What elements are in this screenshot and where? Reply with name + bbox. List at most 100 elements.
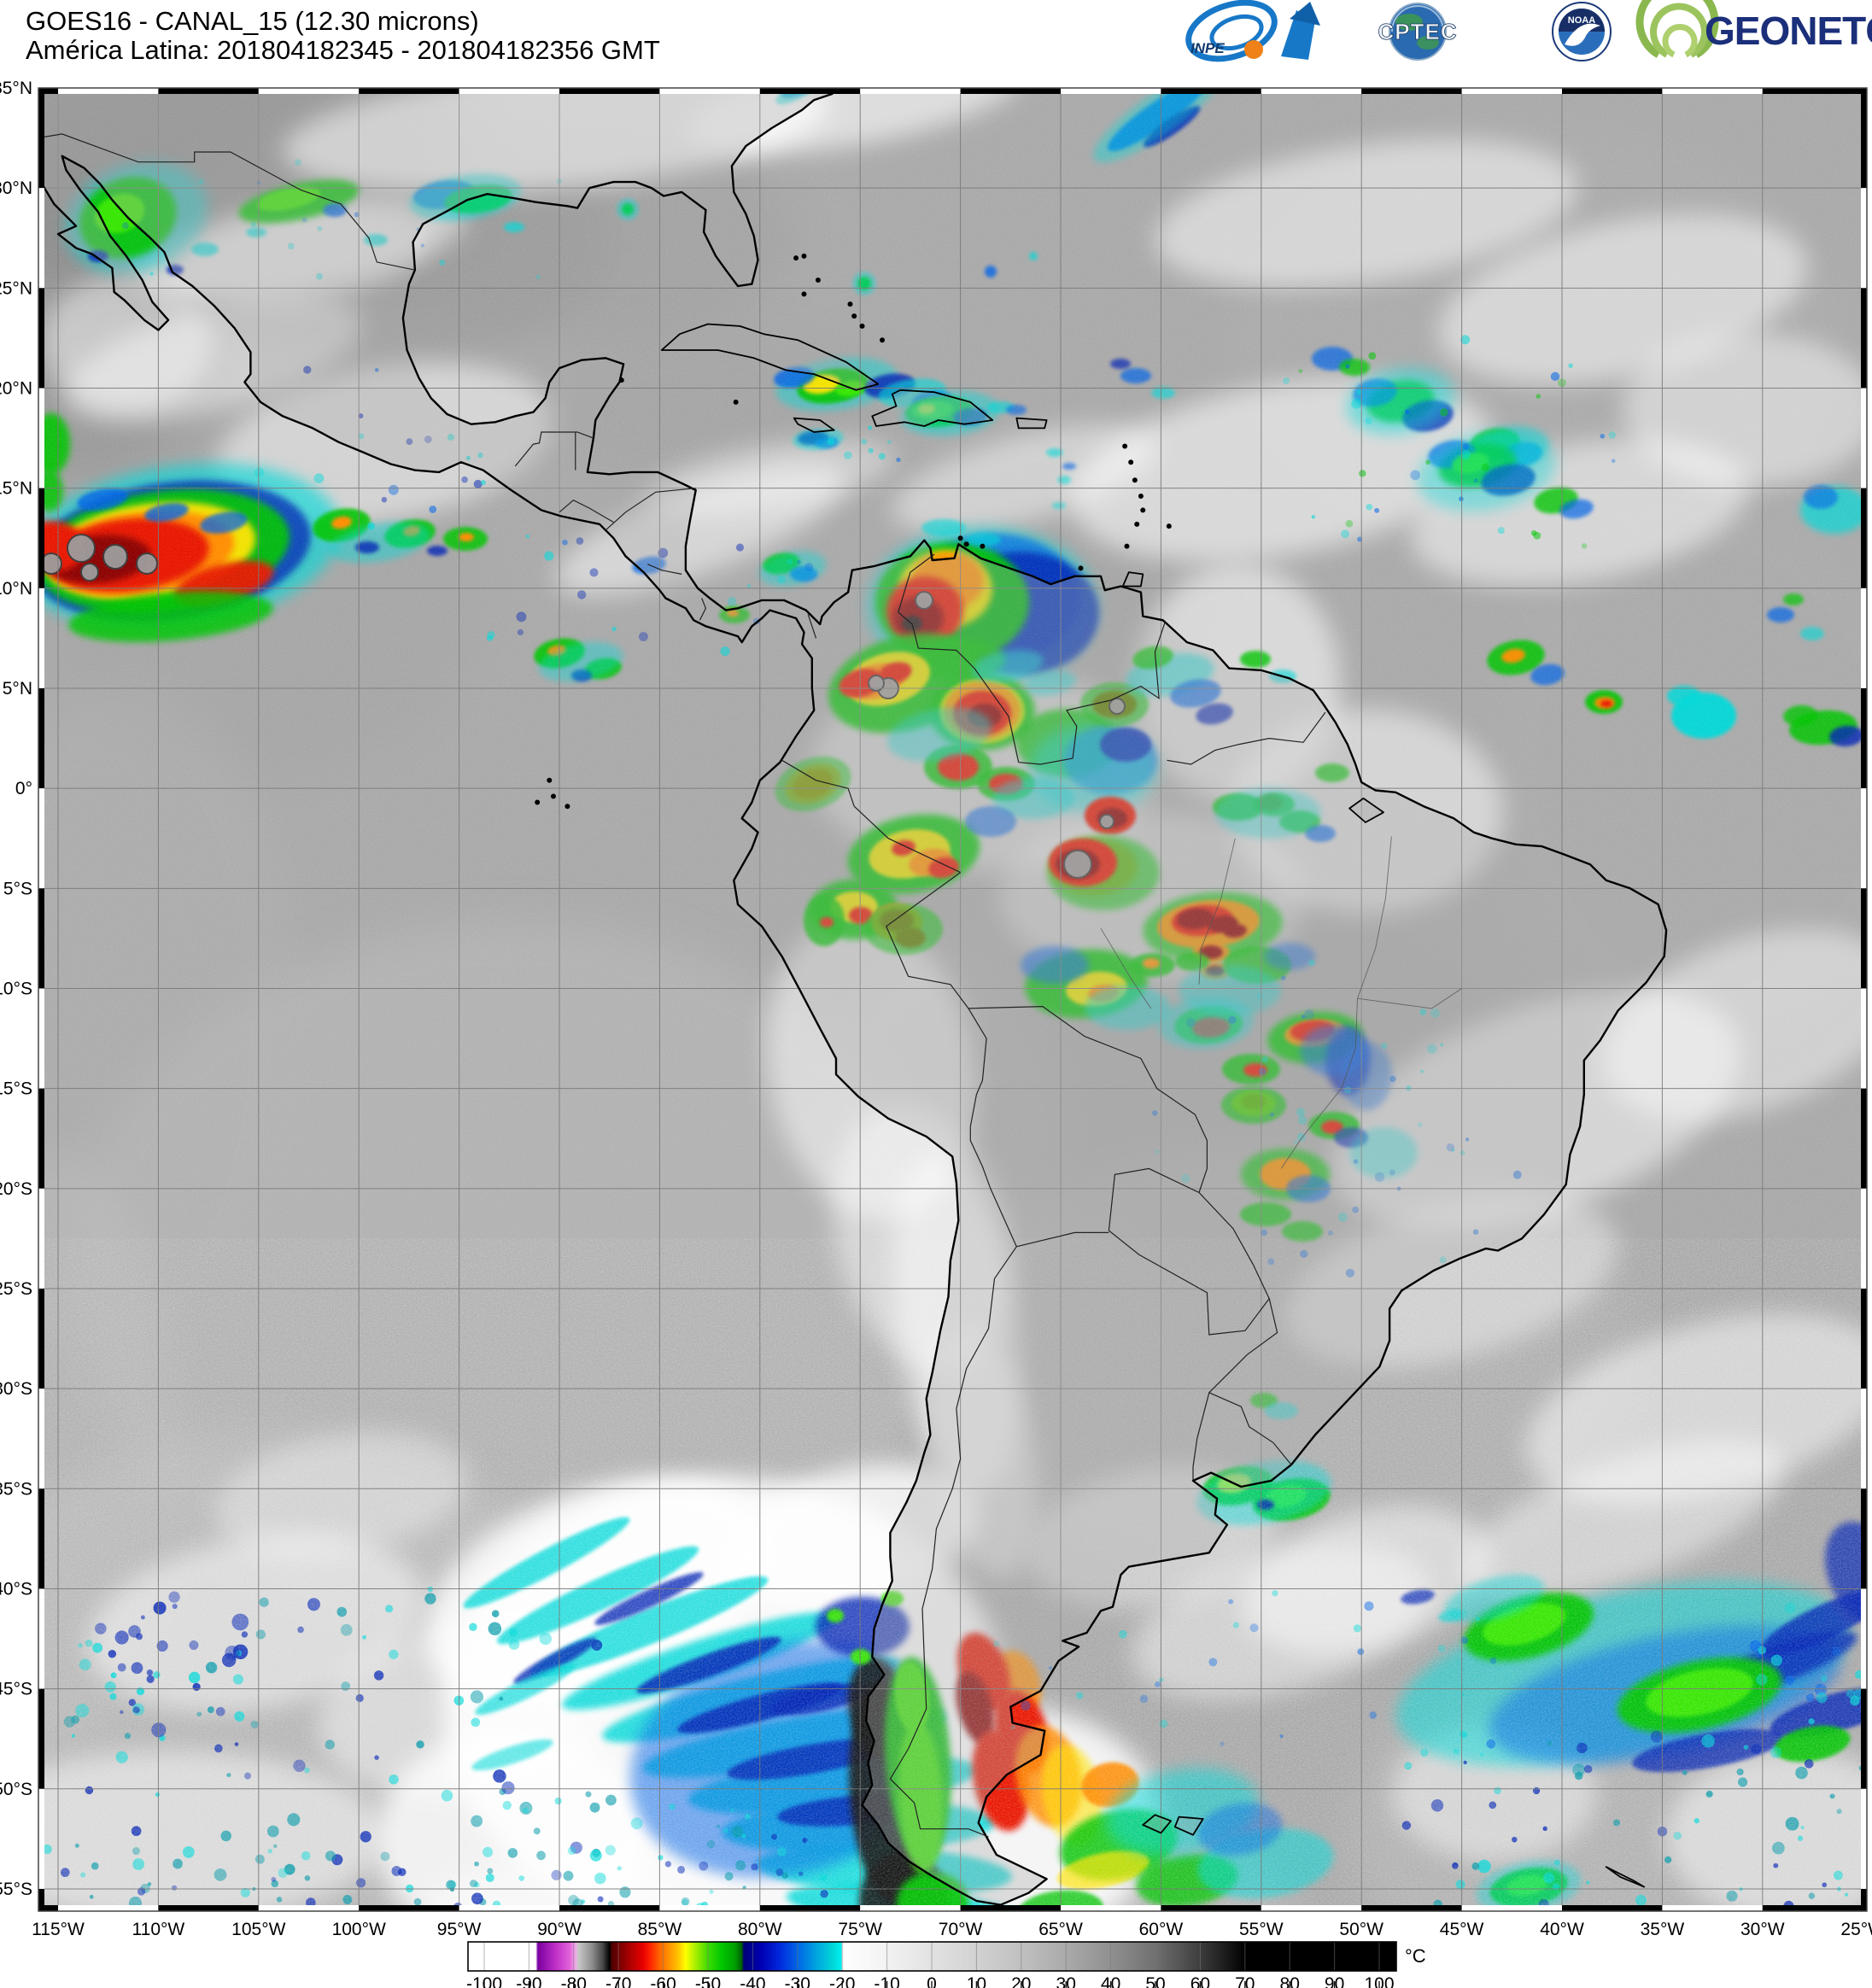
colorbar-unit-label: °C (1405, 1945, 1426, 1967)
country-border (38, 133, 416, 271)
country-border (853, 805, 961, 874)
page-title: GOES16 - CANAL_15 (12.30 microns) (26, 6, 479, 36)
small-island (1078, 565, 1084, 571)
small-island (851, 313, 857, 319)
lat-tick-label: 45°S (0, 1680, 32, 1699)
small-island (801, 253, 807, 259)
country-border (1018, 622, 1166, 765)
state-border (1354, 836, 1392, 1049)
lon-tick-label: 70°W (939, 1920, 983, 1939)
lat-tick-label: 0° (15, 779, 32, 798)
inpe-logo-text: INPE (1190, 40, 1225, 56)
small-island (859, 323, 865, 329)
country-border (781, 759, 855, 807)
lat-tick-label: 25°N (0, 278, 32, 298)
country-border (605, 488, 696, 531)
lon-tick-label: 30°W (1740, 1920, 1785, 1939)
logo-strip: INPE CPTEC NOAA GEONETCast (1185, 0, 1872, 62)
lon-tick-label: 50°W (1339, 1920, 1384, 1939)
lon-tick-label: 115°W (32, 1920, 85, 1939)
small-island (1132, 477, 1138, 483)
axis-labels: 35°N 30°N 25°N 20°N 15°N 10°N 5°N 0° 5°S 10°S 15°S… (0, 79, 1872, 1939)
state-border (1357, 988, 1462, 1009)
small-island (1140, 507, 1146, 513)
lon-tick-label: 40°W (1540, 1920, 1584, 1939)
island-coastline (1142, 1814, 1172, 1834)
lat-tick-label: 40°S (0, 1579, 32, 1599)
country-border (647, 564, 682, 575)
lon-tick-label: 55°W (1239, 1920, 1284, 1939)
lon-tick-label: 90°W (537, 1920, 582, 1939)
small-island (535, 799, 541, 805)
country-border (969, 1126, 1017, 1248)
lat-tick-label: 55°S (0, 1880, 32, 1899)
colorbar: -100 -90 -80 -70 -60 -50 -40 -30 -20 -10 0 10 20 30 40… (466, 1941, 1426, 1988)
lon-tick-label: 60°W (1139, 1920, 1184, 1939)
island-coastline (1121, 571, 1144, 588)
cptec-logo: CPTEC (1378, 3, 1457, 61)
lat-tick-label: 30°N (0, 178, 32, 198)
small-island (565, 804, 570, 810)
lat-tick-label: 10°N (0, 579, 32, 599)
island-coastline (1173, 1816, 1204, 1836)
island-coastline (1348, 798, 1384, 823)
small-island (963, 541, 969, 547)
small-island (1166, 523, 1172, 529)
state-border (1100, 927, 1152, 1009)
lon-tick-label: 80°W (738, 1920, 782, 1939)
lon-tick-label: 85°W (638, 1920, 682, 1939)
small-island (547, 777, 553, 783)
island-coastline (1605, 1866, 1646, 1888)
small-island (793, 255, 799, 261)
country-border (1167, 711, 1326, 765)
lon-tick-label: 110°W (132, 1920, 185, 1939)
country-border (968, 1008, 987, 1127)
island-coastline (793, 417, 835, 433)
island-coastline (1015, 417, 1048, 430)
small-island (815, 277, 821, 283)
lon-tick-label: 100°W (332, 1920, 386, 1939)
small-island (550, 793, 556, 799)
country-border (885, 872, 969, 1009)
lon-tick-label: 25°W (1840, 1920, 1872, 1939)
page-subtitle: América Latina: 201804182345 - 201804182… (26, 35, 660, 65)
noaa-logo: NOAA (1552, 2, 1612, 61)
geonetcast-logo: GEONETCast (1635, 0, 1872, 58)
small-island (618, 377, 624, 383)
country-border (1198, 1192, 1270, 1299)
country-border (889, 1246, 1017, 1838)
lon-tick-label: 35°W (1641, 1920, 1685, 1939)
country-border (1016, 1231, 1109, 1248)
map-canvas (38, 88, 1867, 1911)
lat-tick-label: 5°S (3, 879, 32, 898)
lat-tick-label: 35°N (0, 79, 32, 98)
lat-tick-label: 20°N (0, 378, 32, 398)
header: GOES16 - CANAL_15 (12.30 microns) Améric… (26, 7, 660, 65)
lon-tick-label: 65°W (1038, 1920, 1083, 1939)
island-coastline (871, 389, 994, 427)
lon-tick-label: 75°W (838, 1920, 882, 1939)
lat-tick-label: 5°N (3, 679, 32, 699)
inpe-logo: INPE (1185, 0, 1320, 62)
state-border (1198, 838, 1236, 985)
lon-tick-label: 45°W (1440, 1920, 1484, 1939)
small-island (980, 543, 986, 549)
country-border (968, 1005, 1208, 1193)
lat-tick-label: 20°S (0, 1179, 32, 1199)
country-border (807, 614, 817, 639)
small-island (1134, 521, 1140, 527)
lat-tick-label: 30°S (0, 1379, 32, 1399)
small-island (1124, 543, 1130, 549)
country-border (1108, 1167, 1270, 1336)
small-island (1128, 459, 1134, 465)
lon-tick-label: 95°W (437, 1920, 482, 1939)
island-coastline (660, 323, 880, 391)
small-island (801, 291, 807, 297)
lat-tick-label: 25°S (0, 1279, 32, 1299)
small-island (1138, 494, 1144, 500)
lon-tick-label: 105°W (231, 1920, 285, 1939)
lat-tick-label: 15°N (0, 479, 32, 499)
cptec-logo-text: CPTEC (1378, 19, 1457, 44)
country-border (699, 598, 707, 621)
small-island (847, 301, 853, 307)
